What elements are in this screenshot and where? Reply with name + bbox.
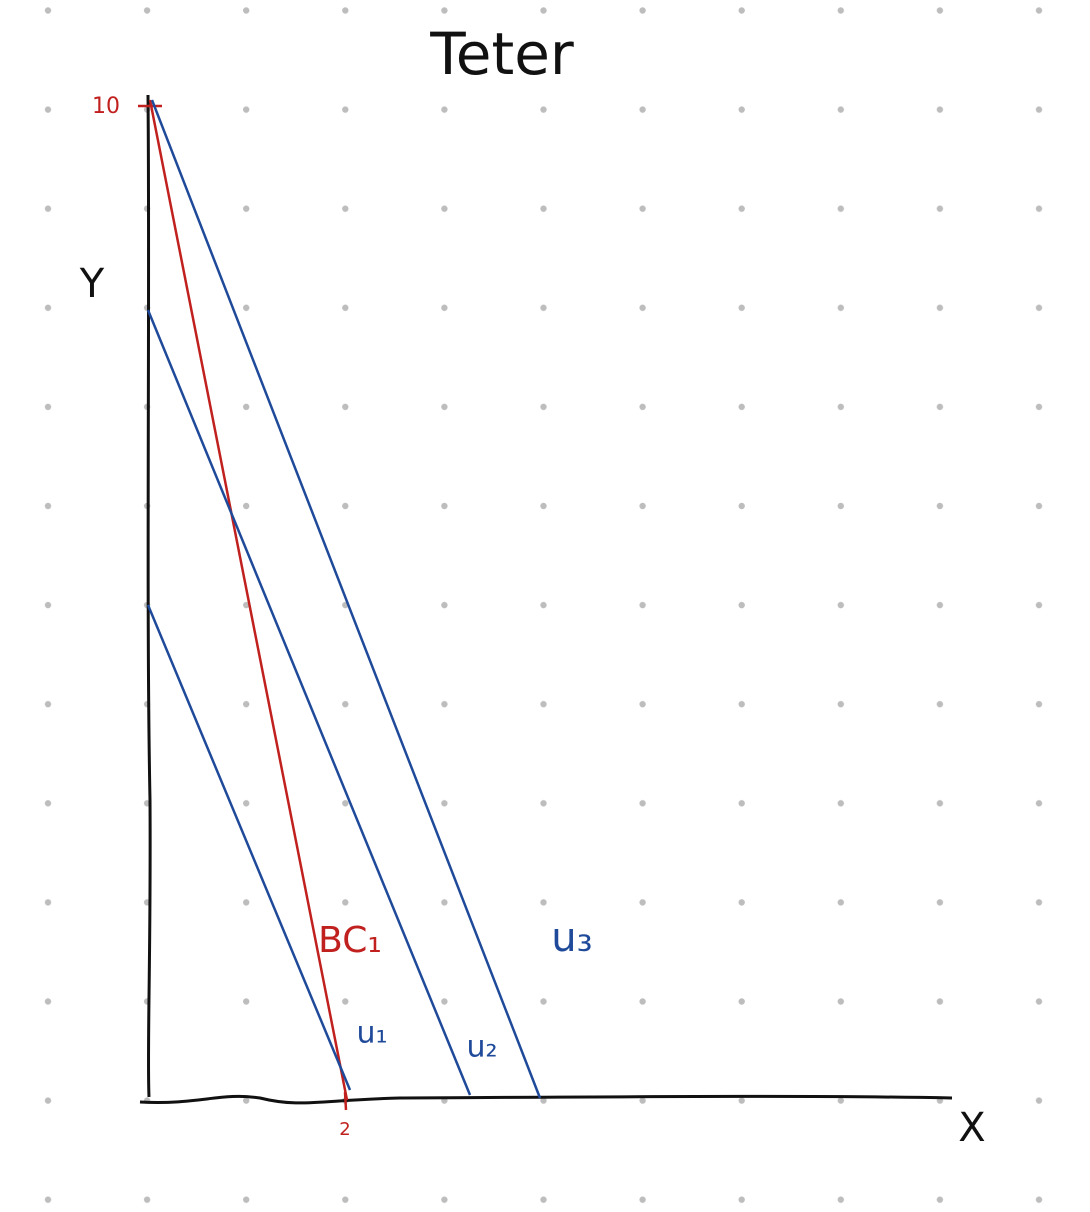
u3-line bbox=[150, 99, 542, 1099]
line-label: u₁ bbox=[356, 1016, 387, 1051]
y-axis bbox=[146, 94, 152, 1098]
u1-line bbox=[146, 604, 352, 1091]
line-label: BC₁ bbox=[318, 920, 382, 961]
y-tick-label: 10 bbox=[92, 94, 120, 119]
bc-line bbox=[148, 99, 349, 1101]
y-axis-label: Y bbox=[79, 261, 105, 307]
x-tick-label: 2 bbox=[339, 1119, 350, 1140]
line-label: u₂ bbox=[466, 1030, 497, 1065]
line-label: u₃ bbox=[551, 915, 592, 961]
x-axis bbox=[139, 1094, 953, 1105]
x-axis-label: X bbox=[958, 1105, 985, 1151]
title: Teter bbox=[429, 20, 574, 88]
u2-line bbox=[146, 309, 472, 1096]
